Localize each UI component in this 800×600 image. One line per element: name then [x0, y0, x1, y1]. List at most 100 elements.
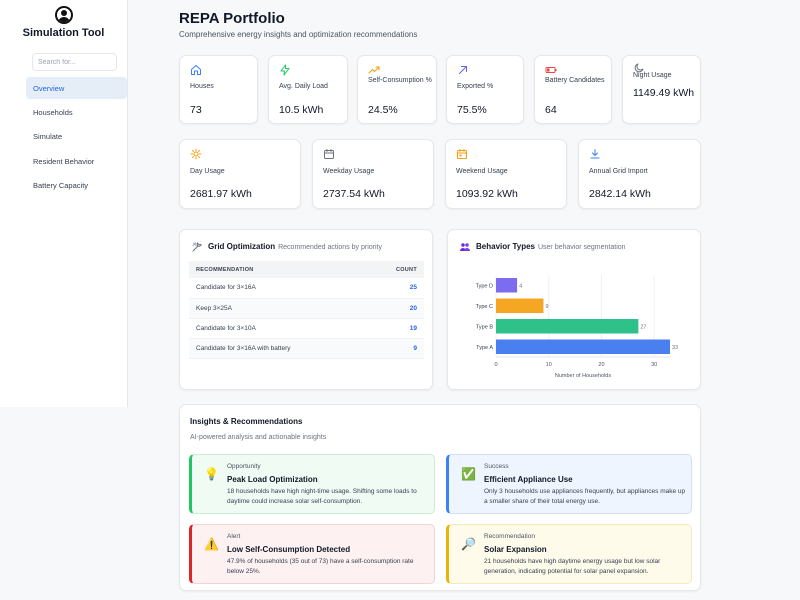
- tools-icon: [192, 242, 202, 252]
- x-axis-label: Number of Households: [555, 373, 612, 379]
- insight-text: 18 households have high night-time usage…: [227, 488, 417, 505]
- cell-count: 20: [366, 298, 424, 319]
- stat-value: 2681.97 kWh: [190, 188, 252, 200]
- stat-card-exported: Exported % 75.5%: [446, 55, 524, 124]
- cell-recommendation: Candidate for 3×16A with battery: [189, 338, 367, 359]
- table-row[interactable]: Keep 3×25A 20: [189, 298, 424, 319]
- insight-kind: Alert: [227, 533, 241, 540]
- calendar-weekend-icon: [457, 149, 467, 159]
- page-subtitle: Comprehensive energy insights and optimi…: [179, 30, 418, 39]
- table-row[interactable]: Candidate for 3×16A with battery 9: [189, 338, 424, 359]
- category-label: Type B: [476, 324, 493, 330]
- insight-heading: Low Self-Consumption Detected: [227, 545, 351, 554]
- cell-count: 19: [366, 318, 424, 339]
- grid-optimization-panel: Grid Optimization Recommended actions by …: [179, 229, 433, 390]
- bar-type-c: [496, 298, 544, 313]
- insight-heading: Efficient Appliance Use: [484, 475, 573, 484]
- table-row[interactable]: Candidate for 3×10A 19: [189, 318, 424, 339]
- stat-value: 1093.92 kWh: [456, 188, 518, 200]
- data-label: 27: [640, 324, 646, 330]
- stat-label: Weekday Usage: [323, 168, 375, 175]
- insight-card-alert[interactable]: ⚠️ Alert Low Self-Consumption Detected 4…: [189, 524, 435, 584]
- column-header-recommendation: RECOMMENDATION: [189, 261, 367, 278]
- recommendation-table: RECOMMENDATION COUNT Candidate for 3×16A…: [189, 261, 424, 359]
- insight-text: 47.9% of households (35 out of 73) have …: [227, 558, 414, 575]
- sidebar-item-simulate[interactable]: Simulate: [33, 132, 63, 142]
- cell-count: 25: [366, 278, 424, 299]
- insight-kind: Opportunity: [227, 463, 261, 470]
- battery-low-icon: [545, 67, 557, 73]
- stat-value: 64: [545, 104, 557, 116]
- data-label: 9: [545, 304, 548, 310]
- stat-label: Self-Consumption %: [368, 77, 432, 84]
- sidebar-item-overview[interactable]: Overview: [26, 77, 127, 99]
- insight-text: Only 3 households use appliances frequen…: [484, 488, 686, 505]
- behavior-types-title: Behavior Types User behavior segmentation: [476, 242, 626, 251]
- stat-card-battery-candidates: Battery Candidates 64: [534, 55, 612, 124]
- sidebar: Simulation Tool Overview Households Simu…: [0, 0, 128, 407]
- stat-card-day-usage: Day Usage 2681.97 kWh: [179, 139, 301, 209]
- stat-label: Annual Grid Import: [589, 168, 648, 175]
- cell-recommendation: Candidate for 3×16A: [189, 278, 367, 299]
- insight-text: 21 households have high daytime energy u…: [484, 558, 661, 575]
- stat-label: Exported %: [457, 83, 494, 90]
- lightning-icon: [280, 64, 290, 76]
- insights-title: Insights & Recommendations: [190, 417, 303, 426]
- insight-card-opportunity[interactable]: 💡 Opportunity Peak Load Optimization 18 …: [189, 454, 435, 514]
- stat-label: Houses: [190, 83, 214, 90]
- stat-value: 73: [190, 104, 202, 116]
- sun-icon: [190, 148, 202, 160]
- insights-subtitle: AI-powered analysis and actionable insig…: [190, 434, 327, 441]
- trending-up-icon: [368, 66, 380, 74]
- stat-value: 75.5%: [457, 104, 487, 116]
- stat-card-houses: Houses 73: [179, 55, 258, 124]
- app-title: Simulation Tool: [22, 27, 105, 39]
- cell-count: 9: [366, 338, 424, 359]
- category-label: Type D: [476, 283, 493, 289]
- table-row[interactable]: Candidate for 3×16A 25: [189, 278, 424, 299]
- category-label: Type A: [476, 345, 493, 351]
- house-icon: [191, 65, 201, 75]
- check-box-icon: ✅: [461, 467, 476, 481]
- search-input[interactable]: [32, 53, 117, 71]
- stat-label: Day Usage: [190, 168, 225, 175]
- stat-label: Battery Candidates: [545, 77, 605, 84]
- stat-card-annual-grid-import: Annual Grid Import 2842.14 kWh: [578, 139, 701, 209]
- stat-value: 2842.14 kWh: [589, 188, 651, 200]
- grid-optimization-title: Grid Optimization Recommended actions by …: [208, 242, 382, 251]
- data-label: 33: [672, 345, 678, 351]
- stat-card-night-usage: Night Usage 1149.49 kWh: [622, 55, 701, 124]
- sidebar-item-households[interactable]: Households: [33, 107, 73, 117]
- stat-card-avg-daily-load: Avg. Daily Load 10.5 kWh: [268, 55, 348, 124]
- sidebar-item-battery-capacity[interactable]: Battery Capacity: [33, 181, 89, 191]
- column-header-count: COUNT: [366, 261, 424, 278]
- stat-card-weekend-usage: Weekend Usage 1093.92 kWh: [445, 139, 567, 209]
- user-avatar-icon[interactable]: [54, 6, 73, 24]
- page-title: REPA Portfolio: [179, 10, 285, 27]
- tick-label: 0: [494, 362, 497, 368]
- behavior-bar-chart: Type D 4 Type C 9 Type B 27 Type A 33 0 10 20 30 Num…: [476, 275, 678, 379]
- stat-card-weekday-usage: Weekday Usage 2737.54 kWh: [312, 139, 434, 209]
- cell-recommendation: Candidate for 3×10A: [189, 318, 367, 339]
- stat-value: 10.5 kWh: [279, 104, 324, 116]
- bar-type-d: [496, 278, 518, 293]
- stat-card-self-consumption: Self-Consumption % 24.5%: [357, 55, 437, 124]
- sidebar-item-resident-behavior[interactable]: Resident Behavior: [33, 156, 95, 166]
- calendar-icon: [324, 149, 334, 159]
- tick-label: 30: [651, 362, 657, 368]
- category-label: Type C: [476, 304, 493, 310]
- stat-value: 2737.54 kWh: [323, 188, 385, 200]
- users-icon: [460, 243, 470, 251]
- insight-card-recommendation[interactable]: 🔎 Recommendation Solar Expansion 21 hous…: [446, 524, 692, 584]
- magnifier-icon: 🔎: [461, 537, 476, 551]
- insights-panel: Insights & Recommendations AI-powered an…: [179, 404, 701, 591]
- stat-value: 1149.49 kWh: [633, 87, 695, 99]
- insight-kind: Success: [484, 463, 509, 470]
- moon-icon: [634, 63, 644, 73]
- app-logo: Simulation Tool: [0, 6, 127, 39]
- tick-label: 10: [546, 362, 552, 368]
- cell-recommendation: Keep 3×25A: [189, 298, 367, 319]
- behavior-types-panel: Behavior Types User behavior segmentation…: [447, 229, 701, 390]
- bar-type-b: [496, 319, 639, 334]
- insight-card-success[interactable]: ✅ Success Efficient Appliance Use Only 3…: [446, 454, 692, 514]
